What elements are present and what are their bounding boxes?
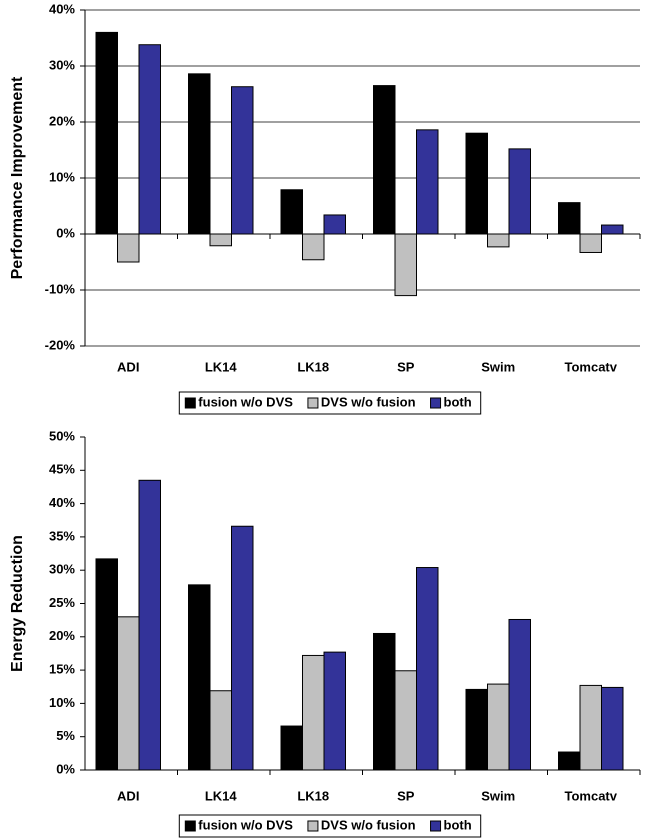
bar: [95, 558, 118, 771]
chart: Performance Improvement -20% -10% 0% 10% 20% 3…: [9, 1, 641, 415]
bar: [579, 684, 602, 771]
legend-swatch: [307, 820, 319, 832]
x-tick-label: SP: [397, 359, 415, 374]
x-tick-label: Swim: [481, 788, 515, 803]
bar: [487, 683, 510, 771]
y-tick-label: 10%: [49, 169, 75, 184]
y-tick-label: 0%: [56, 225, 75, 240]
x-tick-label: Swim: [481, 359, 515, 374]
legend: fusion w/o DVS DVS w/o fusion both: [178, 391, 482, 415]
bar: [373, 85, 396, 235]
legend-swatch: [430, 820, 442, 832]
bar: [323, 214, 346, 235]
bar: [558, 751, 581, 771]
bar: [117, 616, 140, 771]
bar: [138, 479, 161, 771]
legend-swatch: [307, 397, 319, 409]
bar: [465, 132, 488, 235]
y-axis-title: Performance Improvement: [9, 76, 26, 279]
x-tick-label: ADI: [117, 359, 139, 374]
bar: [487, 233, 510, 248]
y-tick-label: 20%: [49, 628, 75, 643]
x-tick-label: LK18: [297, 788, 329, 803]
x-tick-label: SP: [397, 788, 415, 803]
y-tick-label: 30%: [49, 57, 75, 72]
bar: [394, 670, 417, 771]
legend-swatch: [430, 397, 442, 409]
bar: [465, 688, 488, 771]
bar: [209, 233, 232, 247]
y-tick-label: -20%: [45, 337, 76, 352]
bar: [95, 31, 118, 235]
y-tick-label: 25%: [49, 595, 75, 610]
bar: [394, 233, 417, 297]
x-tick-label: ADI: [117, 788, 139, 803]
bar: [188, 73, 211, 235]
y-axis-title: Energy Reduction: [9, 535, 26, 672]
bar: [231, 86, 254, 235]
bar: [209, 690, 232, 771]
legend: fusion w/o DVS DVS w/o fusion both: [178, 814, 482, 838]
legend-swatch: [184, 397, 196, 409]
bar: [373, 632, 396, 771]
legend-label: DVS w/o fusion: [321, 394, 416, 409]
bar: [302, 233, 325, 261]
bar: [579, 233, 602, 253]
y-tick-label: 50%: [49, 428, 75, 443]
y-tick-label: 40%: [49, 1, 75, 16]
legend-label: DVS w/o fusion: [321, 817, 416, 832]
x-tick-label: Tomcatv: [565, 359, 618, 374]
bar: [138, 44, 161, 235]
legend-label: both: [444, 817, 472, 832]
y-tick-label: 40%: [49, 495, 75, 510]
bar: [302, 654, 325, 771]
y-tick-label: -10%: [45, 281, 76, 296]
y-tick-label: 20%: [49, 113, 75, 128]
x-tick-label: LK18: [297, 359, 329, 374]
legend-box: [178, 391, 482, 415]
bar: [188, 584, 211, 771]
bar: [231, 525, 254, 771]
y-tick-label: 10%: [49, 695, 75, 710]
legend-label: both: [444, 394, 472, 409]
bar: [558, 202, 581, 235]
bar: [601, 686, 624, 771]
y-tick-label: 30%: [49, 562, 75, 577]
y-tick-label: 35%: [49, 528, 75, 543]
bar: [416, 567, 439, 771]
x-tick-label: LK14: [205, 359, 238, 374]
chart: Energy Reduction 0% 5% 10% 15% 20% 25% 30% 35% 40…: [9, 428, 641, 838]
y-tick-label: 15%: [49, 662, 75, 677]
bar: [508, 148, 531, 235]
x-tick-label: Tomcatv: [565, 788, 618, 803]
bar: [416, 129, 439, 235]
bar: [280, 189, 303, 235]
bar: [601, 224, 624, 235]
y-tick-label: 5%: [56, 728, 75, 743]
legend-label: fusion w/o DVS: [198, 817, 293, 832]
bar: [117, 233, 140, 263]
bar: [323, 651, 346, 771]
y-tick-label: 0%: [56, 761, 75, 776]
y-tick-label: 45%: [49, 462, 75, 477]
legend-box: [178, 814, 482, 838]
bar: [508, 618, 531, 771]
legend-label: fusion w/o DVS: [198, 394, 293, 409]
bar: [280, 725, 303, 771]
legend-swatch: [184, 820, 196, 832]
x-tick-label: LK14: [205, 788, 238, 803]
